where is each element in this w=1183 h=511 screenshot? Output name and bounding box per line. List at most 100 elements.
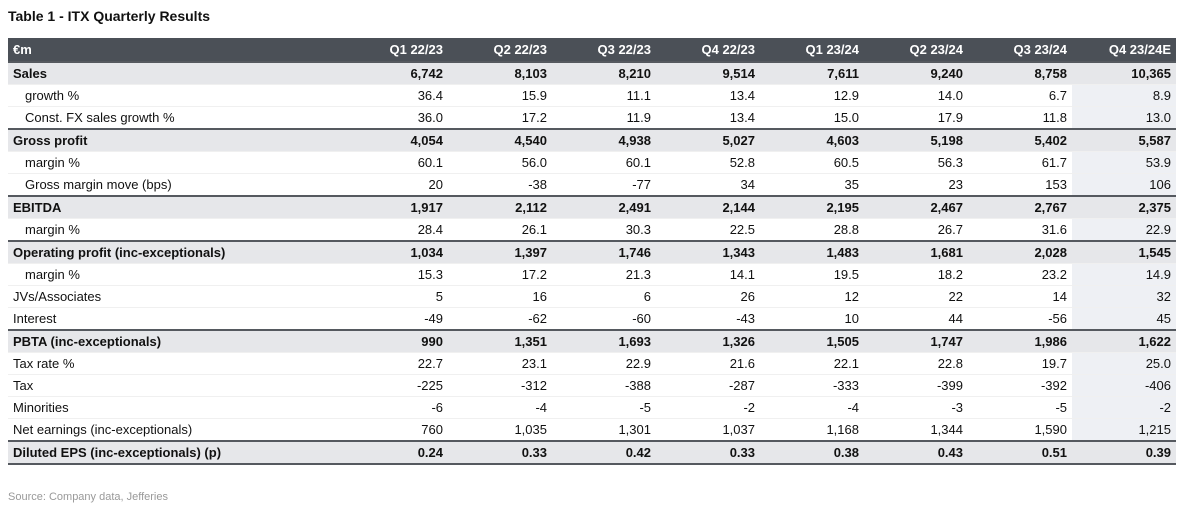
cell: 22.9 bbox=[1072, 218, 1176, 242]
cell: -77 bbox=[552, 173, 656, 197]
cell: 23 bbox=[864, 173, 968, 197]
cell: 0.38 bbox=[760, 440, 864, 465]
cell: 1,986 bbox=[968, 329, 1072, 353]
cell: 1,545 bbox=[1072, 240, 1176, 264]
table-row: Diluted EPS (inc-exceptionals) (p) 0.24 0.… bbox=[8, 440, 1176, 465]
cell: 1,344 bbox=[864, 418, 968, 442]
row-label: margin % bbox=[8, 151, 344, 174]
cell: 12 bbox=[760, 285, 864, 308]
cell: 1,693 bbox=[552, 329, 656, 353]
row-label: Sales bbox=[8, 61, 344, 85]
cell: 17.9 bbox=[864, 106, 968, 130]
table-row: Minorities -6 -4 -5 -2 -4 -3 -5 -2 bbox=[8, 396, 1176, 419]
cell: -392 bbox=[968, 374, 1072, 397]
row-label: Tax bbox=[8, 374, 344, 397]
row-label: Gross margin move (bps) bbox=[8, 173, 344, 197]
row-label: Gross profit bbox=[8, 128, 344, 152]
cell: 21.3 bbox=[552, 263, 656, 286]
cell: -2 bbox=[656, 396, 760, 419]
cell: 1,035 bbox=[448, 418, 552, 442]
cell: 56.0 bbox=[448, 151, 552, 174]
cell: -56 bbox=[968, 307, 1072, 331]
table-row: Gross margin move (bps) 20 -38 -77 34 35 23 153… bbox=[8, 173, 1176, 197]
cell: 25.0 bbox=[1072, 352, 1176, 375]
cell: 21.6 bbox=[656, 352, 760, 375]
table-row: margin % 28.4 26.1 30.3 22.5 28.8 26.7 31.6 22.9 bbox=[8, 218, 1176, 242]
cell: 8,103 bbox=[448, 61, 552, 85]
cell: 5,198 bbox=[864, 128, 968, 152]
cell: -62 bbox=[448, 307, 552, 331]
cell: 0.33 bbox=[656, 440, 760, 465]
column-header: Q1 23/24 bbox=[760, 38, 864, 62]
cell: 5,587 bbox=[1072, 128, 1176, 152]
cell: -287 bbox=[656, 374, 760, 397]
cell: 8,758 bbox=[968, 61, 1072, 85]
cell: 60.5 bbox=[760, 151, 864, 174]
cell: 11.8 bbox=[968, 106, 1072, 130]
cell: 45 bbox=[1072, 307, 1176, 331]
cell: 1,483 bbox=[760, 240, 864, 264]
cell: 18.2 bbox=[864, 263, 968, 286]
cell: 1,505 bbox=[760, 329, 864, 353]
cell: 0.39 bbox=[1072, 440, 1176, 465]
cell: 36.0 bbox=[344, 106, 448, 130]
cell: 6,742 bbox=[344, 61, 448, 85]
cell: 53.9 bbox=[1072, 151, 1176, 174]
cell: 1,747 bbox=[864, 329, 968, 353]
cell: 60.1 bbox=[344, 151, 448, 174]
cell: 2,767 bbox=[968, 195, 1072, 219]
table-row: Net earnings (inc-exceptionals) 760 1,035 1… bbox=[8, 418, 1176, 442]
row-label: Diluted EPS (inc-exceptionals) (p) bbox=[8, 440, 344, 465]
cell: 14.0 bbox=[864, 84, 968, 107]
table-row: PBTA (inc-exceptionals) 990 1,351 1,693 1,32… bbox=[8, 329, 1176, 353]
row-label: Minorities bbox=[8, 396, 344, 419]
column-header: Q3 22/23 bbox=[552, 38, 656, 62]
cell: -312 bbox=[448, 374, 552, 397]
table-row: EBITDA 1,917 2,112 2,491 2,144 2,195 2,467 2,76… bbox=[8, 195, 1176, 219]
cell: 1,590 bbox=[968, 418, 1072, 442]
cell: 16 bbox=[448, 285, 552, 308]
cell: 15.3 bbox=[344, 263, 448, 286]
header-row: €m Q1 22/23 Q2 22/23 Q3 22/23 Q4 22/23 Q1 23/… bbox=[8, 38, 1176, 62]
column-header: €m bbox=[8, 38, 344, 62]
cell: 1,351 bbox=[448, 329, 552, 353]
cell: 19.7 bbox=[968, 352, 1072, 375]
cell: -5 bbox=[968, 396, 1072, 419]
cell: 2,467 bbox=[864, 195, 968, 219]
table-row: Interest -49 -62 -60 -43 10 44 -56 45 bbox=[8, 307, 1176, 331]
cell: 14 bbox=[968, 285, 1072, 308]
cell: -4 bbox=[448, 396, 552, 419]
column-header: Q4 22/23 bbox=[656, 38, 760, 62]
table-row: margin % 15.3 17.2 21.3 14.1 19.5 18.2 23.2 14.9 bbox=[8, 263, 1176, 286]
cell: 2,112 bbox=[448, 195, 552, 219]
cell: 0.42 bbox=[552, 440, 656, 465]
cell: 1,215 bbox=[1072, 418, 1176, 442]
row-label: Operating profit (inc-exceptionals) bbox=[8, 240, 344, 264]
row-label: Net earnings (inc-exceptionals) bbox=[8, 418, 344, 442]
cell: 35 bbox=[760, 173, 864, 197]
cell: 106 bbox=[1072, 173, 1176, 197]
table-title: Table 1 - ITX Quarterly Results bbox=[8, 8, 211, 24]
cell: 17.2 bbox=[448, 263, 552, 286]
cell: 22.1 bbox=[760, 352, 864, 375]
cell: 1,622 bbox=[1072, 329, 1176, 353]
table-row: JVs/Associates 5 16 6 26 12 22 14 32 bbox=[8, 285, 1176, 308]
column-header: Q4 23/24E bbox=[1072, 38, 1176, 62]
cell: 28.4 bbox=[344, 218, 448, 242]
cell: 0.33 bbox=[448, 440, 552, 465]
cell: 22.8 bbox=[864, 352, 968, 375]
cell: -388 bbox=[552, 374, 656, 397]
cell: 2,144 bbox=[656, 195, 760, 219]
cell: 1,343 bbox=[656, 240, 760, 264]
results-table: €m Q1 22/23 Q2 22/23 Q3 22/23 Q4 22/23 Q1 23/… bbox=[8, 38, 1176, 465]
cell: 14.1 bbox=[656, 263, 760, 286]
column-header: Q2 23/24 bbox=[864, 38, 968, 62]
cell: -5 bbox=[552, 396, 656, 419]
cell: 4,603 bbox=[760, 128, 864, 152]
cell: 0.51 bbox=[968, 440, 1072, 465]
column-header: Q3 23/24 bbox=[968, 38, 1072, 62]
cell: 23.1 bbox=[448, 352, 552, 375]
cell: 52.8 bbox=[656, 151, 760, 174]
table-row: Tax -225 -312 -388 -287 -333 -399 -392 -406 bbox=[8, 374, 1176, 397]
cell: 13.4 bbox=[656, 84, 760, 107]
